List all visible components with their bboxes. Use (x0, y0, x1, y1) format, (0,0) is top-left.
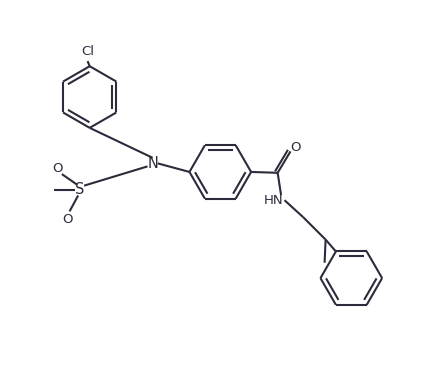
Text: S: S (75, 183, 85, 197)
Text: HN: HN (264, 194, 283, 207)
Text: O: O (290, 142, 301, 154)
Text: Cl: Cl (81, 45, 94, 59)
Text: N: N (147, 156, 158, 171)
Text: O: O (52, 162, 62, 175)
Text: O: O (62, 213, 73, 226)
